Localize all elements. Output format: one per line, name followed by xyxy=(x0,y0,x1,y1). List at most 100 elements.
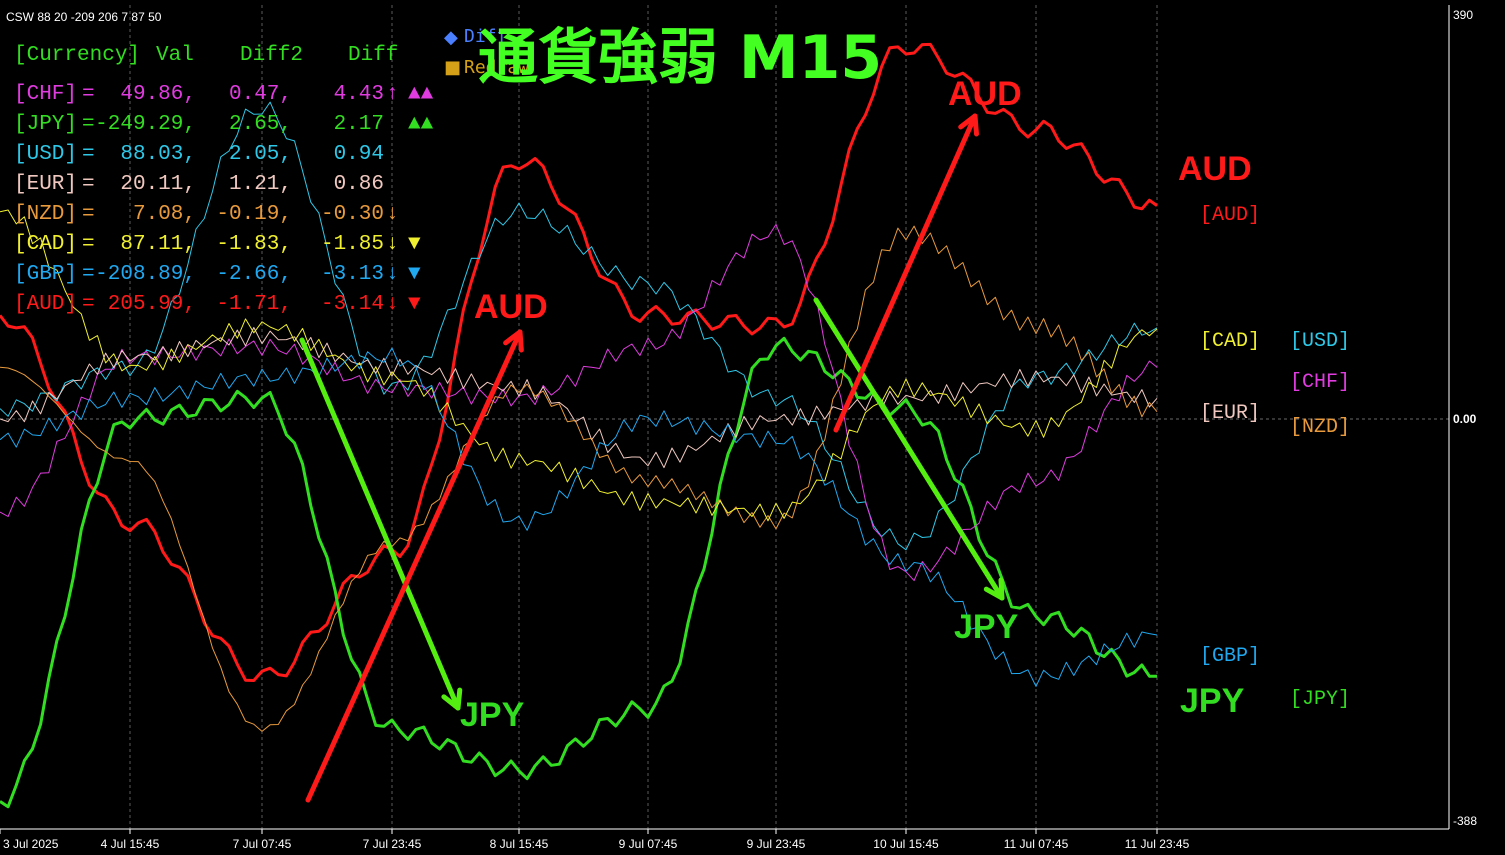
right-label-aud: AUD xyxy=(1178,150,1252,188)
series-line-nzd xyxy=(0,225,1158,732)
series-line-gbp xyxy=(0,347,1158,687)
green-arrow-2 xyxy=(813,297,1005,601)
table-cell-arrow: ↓ xyxy=(386,293,399,316)
series-group xyxy=(0,42,1158,809)
table-cell-diff: -1.85 xyxy=(321,233,384,256)
annotation-jpy-label: JPY xyxy=(954,608,1019,646)
table-cell-marks: ▲▲ xyxy=(408,83,434,106)
table-cell-diff: 2.17 xyxy=(334,113,384,136)
table-cell-diff2: 1.21, xyxy=(229,173,292,196)
table-cell-diff: 0.86 xyxy=(334,173,384,196)
table-header-diff2: Diff2 xyxy=(240,44,303,67)
right-label-jpy: JPY xyxy=(1180,682,1245,720)
table-cell-equals: = xyxy=(82,233,95,256)
table-cell-diff2: -1.71, xyxy=(216,293,292,316)
red-arrow-2-head xyxy=(958,113,979,137)
table-cell-arrow: ↓ xyxy=(386,203,399,226)
table-cell-equals: = xyxy=(82,173,95,196)
series-line-cad xyxy=(0,209,1158,522)
right-label-eur: [EUR] xyxy=(1200,402,1260,425)
diff-toggle-icon[interactable]: ◆ xyxy=(444,27,458,48)
table-header-currency: [Currency] xyxy=(14,44,140,67)
table-cell-marks: ▲▲ xyxy=(408,113,434,136)
annotation-aud-label: AUD xyxy=(948,75,1022,113)
green-arrow-1-head xyxy=(441,687,463,711)
x-tick-label: 11 Jul 07:45 xyxy=(1004,837,1069,851)
table-cell-val: -249.29, xyxy=(95,113,196,136)
table-cell-val: 20.11, xyxy=(120,173,196,196)
table-cell-equals: = xyxy=(82,263,95,286)
red-arrow-1 xyxy=(305,329,523,803)
table-cell-arrow: ↓ xyxy=(386,263,399,286)
series-line-eur xyxy=(0,327,1158,469)
diff-toggle-label[interactable]: Diff xyxy=(464,26,507,47)
right-label-jpy: [JPY] xyxy=(1290,688,1350,711)
red-arrow-1-head xyxy=(503,329,524,353)
x-tick-label: 10 Jul 15:45 xyxy=(873,837,939,851)
y-tick-bottom: -388 xyxy=(1453,814,1477,828)
table-cell-diff2: 2.05, xyxy=(229,143,292,166)
x-tick-label: 4 Jul 15:45 xyxy=(101,837,160,851)
table-cell-currency: [AUD] xyxy=(14,293,77,316)
table-cell-diff2: -0.19, xyxy=(216,203,292,226)
right-side-labels: AUD [AUD] [CAD] [USD] [CHF] [EUR] [NZD] [GBP] JP… xyxy=(1178,150,1350,720)
table-cell-diff2: -2.66, xyxy=(216,263,292,286)
table-cell-currency: [CAD] xyxy=(14,233,77,256)
y-tick-zero: 0.00 xyxy=(1453,412,1477,426)
x-tick-label: 9 Jul 23:45 xyxy=(747,837,806,851)
y-tick-top: 390 xyxy=(1453,8,1473,22)
table-cell-diff2: 0.47, xyxy=(229,83,292,106)
annotation-aud-label: AUD xyxy=(474,288,548,326)
table-cell-val: 88.03, xyxy=(120,143,196,166)
table-cell-equals: = xyxy=(82,113,95,136)
legend-toggles[interactable]: ◆ Diff ■ Redraw xyxy=(444,26,529,78)
right-label-chf: [CHF] xyxy=(1290,371,1350,394)
series-line-chf xyxy=(0,223,1158,582)
table-cell-marks: ▼ xyxy=(408,233,421,256)
table-cell-equals: = xyxy=(82,293,95,316)
currency-table: [Currency] Val Diff2 Diff [CHF] = 49.86, 0.… xyxy=(14,44,434,316)
table-cell-currency: [CHF] xyxy=(14,83,77,106)
indicator-label: CSW 88 20 -209 206 7 87 50 xyxy=(6,10,162,24)
table-cell-arrow: ↓ xyxy=(386,233,399,256)
green-arrow-1 xyxy=(299,337,461,711)
table-cell-diff2: -1.83, xyxy=(216,233,292,256)
table-cell-currency: [NZD] xyxy=(14,203,77,226)
table-cell-diff: -3.13 xyxy=(321,263,384,286)
redraw-toggle-label[interactable]: Redraw xyxy=(464,57,529,78)
table-cell-arrow: ↑ xyxy=(386,83,399,106)
right-label-gbp: [GBP] xyxy=(1200,645,1260,668)
table-cell-diff: -0.30 xyxy=(321,203,384,226)
table-cell-currency: [GBP] xyxy=(14,263,77,286)
x-tick-label: 7 Jul 23:45 xyxy=(363,837,422,851)
annotation-jpy-label: JPY xyxy=(460,696,525,734)
x-tick-label: 8 Jul 15:45 xyxy=(490,837,549,851)
series-line-jpy xyxy=(0,336,1158,809)
table-cell-currency: [EUR] xyxy=(14,173,77,196)
table-cell-val: 7.08, xyxy=(133,203,196,226)
right-label-cad: [CAD] xyxy=(1200,330,1260,353)
x-axis-ticks: 3 Jul 2025 4 Jul 15:45 7 Jul 07:45 7 Jul 23… xyxy=(0,829,1190,851)
table-cell-diff: -3.14 xyxy=(321,293,384,316)
right-label-nzd: [NZD] xyxy=(1290,416,1350,439)
table-cell-currency: [USD] xyxy=(14,143,77,166)
table-cell-currency: [JPY] xyxy=(14,113,77,136)
series-line-usd xyxy=(0,101,1158,551)
table-cell-val: 87.11, xyxy=(120,233,196,256)
redraw-toggle-icon[interactable]: ■ xyxy=(444,57,461,78)
table-cell-equals: = xyxy=(82,143,95,166)
table-cell-diff2: 2.65, xyxy=(229,113,292,136)
table-cell-diff: 4.43 xyxy=(334,83,384,106)
right-label-usd: [USD] xyxy=(1290,330,1350,353)
chart-title: 通貨強弱 M15 xyxy=(478,23,882,93)
red-arrow-2 xyxy=(833,113,978,433)
x-tick-label: 3 Jul 2025 xyxy=(3,837,59,851)
table-cell-marks: ▼ xyxy=(408,293,421,316)
annotation-arrows xyxy=(299,113,1005,803)
x-tick-label: 7 Jul 07:45 xyxy=(233,837,292,851)
table-cell-equals: = xyxy=(82,83,95,106)
table-cell-diff: 0.94 xyxy=(334,143,384,166)
right-label-aud: [AUD] xyxy=(1200,204,1260,227)
